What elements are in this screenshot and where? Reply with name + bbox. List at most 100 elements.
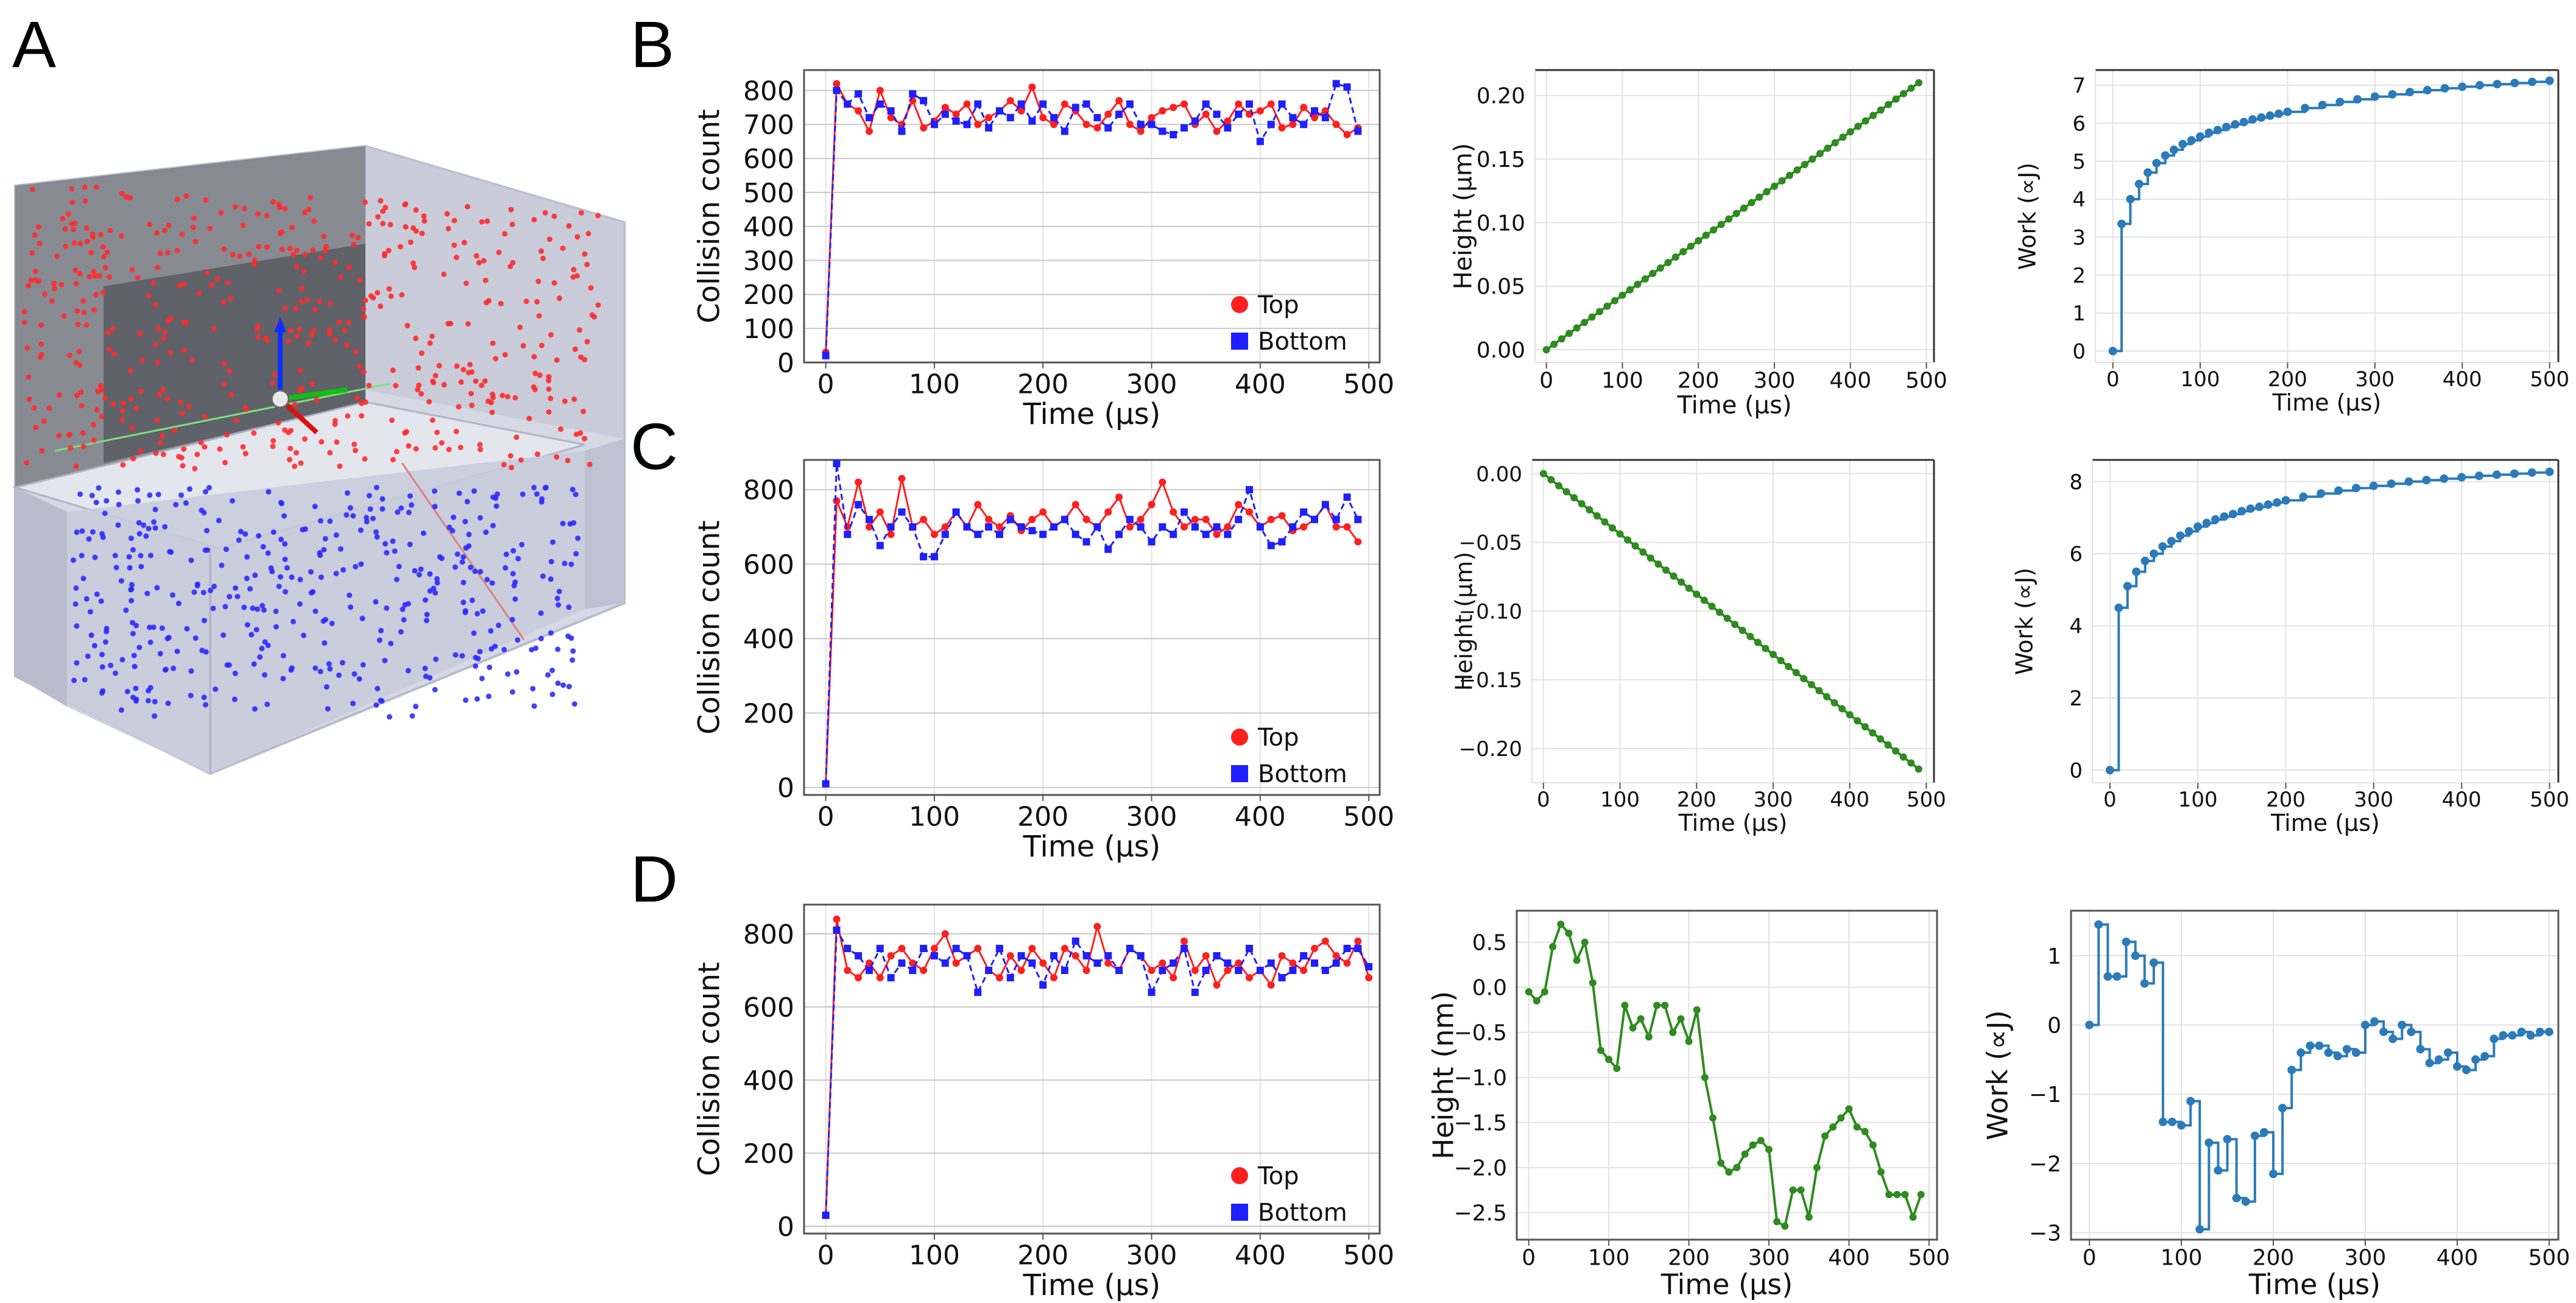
particle-bottom <box>471 488 477 494</box>
particle-bottom <box>350 513 356 519</box>
particle-top <box>513 434 520 440</box>
data-point <box>1533 997 1540 1005</box>
data-point <box>2094 920 2103 929</box>
data-point <box>1256 138 1264 146</box>
data-point <box>2257 113 2266 122</box>
particle-bottom <box>489 580 495 586</box>
particle-bottom <box>266 489 272 495</box>
data-point <box>2369 481 2378 490</box>
particle-top <box>413 228 419 234</box>
data-point <box>2545 467 2554 476</box>
particle-top <box>230 252 236 258</box>
data-point <box>1137 121 1145 129</box>
x-tick-label: 400 <box>2437 1245 2479 1270</box>
data-point <box>2123 582 2132 591</box>
particle-bottom <box>453 652 459 658</box>
data-point <box>1725 215 1733 223</box>
particle-top <box>493 356 499 362</box>
data-point <box>2105 766 2114 775</box>
x-tick-label: 500 <box>1343 1240 1394 1271</box>
particle-bottom <box>459 559 465 565</box>
particle-bottom <box>364 518 370 524</box>
particle-top <box>99 414 105 420</box>
data-point <box>1634 280 1642 288</box>
data-point <box>1039 531 1047 539</box>
particle-top <box>531 384 537 390</box>
particle-bottom <box>475 655 481 662</box>
particle-bottom <box>379 506 386 512</box>
particle-top <box>353 348 359 355</box>
data-point <box>1104 110 1112 118</box>
particle-top <box>281 427 288 433</box>
particle-top <box>484 300 490 306</box>
particle-top <box>327 450 333 456</box>
particle-bottom <box>116 501 122 507</box>
particle-top <box>496 249 502 255</box>
particle-top <box>577 327 583 333</box>
particle-bottom <box>322 616 328 623</box>
particle-top <box>31 405 37 411</box>
particle-bottom <box>424 612 430 618</box>
data-point <box>1915 79 1923 87</box>
particle-top <box>540 255 546 261</box>
particle-top <box>214 276 221 282</box>
particle-bottom <box>398 629 404 635</box>
particle-bottom <box>72 601 79 607</box>
particle-top <box>221 381 227 387</box>
particle-bottom <box>386 714 392 720</box>
x-tick-label: 0 <box>1539 368 1553 393</box>
particle-bottom <box>167 549 173 555</box>
data-point <box>2177 1121 2186 1130</box>
axis-x-line <box>401 462 525 640</box>
data-point <box>1838 705 1846 713</box>
data-point <box>985 124 993 132</box>
particle-bottom <box>409 502 415 508</box>
particle-bottom <box>74 660 80 666</box>
particle-top <box>157 250 163 256</box>
particle-bottom <box>480 608 486 614</box>
data-point <box>1365 974 1373 981</box>
x-tick-label: 500 <box>1905 368 1947 393</box>
particle-bottom <box>570 486 576 492</box>
particle-bottom <box>462 518 468 524</box>
data-point <box>1191 515 1199 523</box>
data-point <box>2152 158 2161 168</box>
data-point <box>1126 523 1134 531</box>
data-point <box>920 945 928 952</box>
data-point <box>1725 1168 1733 1176</box>
particle-top <box>377 303 383 309</box>
particle-top <box>242 451 249 457</box>
data-point <box>2527 468 2536 477</box>
particle-bottom <box>155 492 161 498</box>
data-point <box>2545 76 2554 85</box>
data-point <box>2493 80 2502 89</box>
particle-top <box>41 418 47 425</box>
data-point <box>930 945 938 952</box>
data-point <box>1899 753 1907 761</box>
data-point <box>1267 121 1275 129</box>
particle-top <box>551 213 557 219</box>
data-point <box>1137 127 1145 135</box>
particle-top <box>520 343 526 349</box>
particle-top <box>222 459 228 465</box>
data-point <box>2167 537 2176 546</box>
particle-bottom <box>515 556 521 562</box>
data-point <box>2178 139 2187 149</box>
particle-bottom <box>132 663 138 669</box>
particle-top <box>305 341 311 347</box>
data-point <box>1805 1213 1813 1221</box>
particle-top <box>465 203 471 210</box>
particle-bottom <box>227 593 233 599</box>
particle-top <box>360 306 366 312</box>
data-point <box>1785 663 1793 671</box>
data-point <box>1267 100 1275 108</box>
particle-bottom <box>562 560 568 567</box>
particle-top <box>33 277 39 283</box>
data-point <box>2425 1059 2434 1068</box>
data-point <box>1321 114 1329 122</box>
data-point <box>1581 319 1589 327</box>
particle-top <box>161 227 168 233</box>
data-point <box>2187 136 2196 145</box>
data-point <box>1235 515 1243 523</box>
particle-top <box>411 264 417 270</box>
